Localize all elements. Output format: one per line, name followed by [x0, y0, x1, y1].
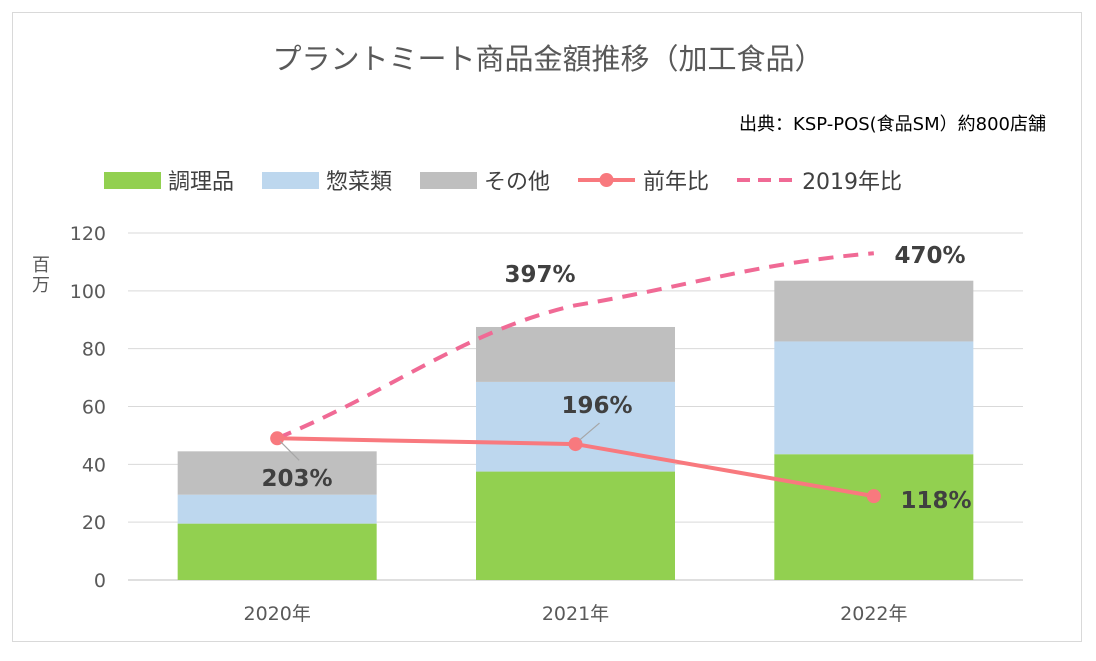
legend-item-yoy: 前年比 [578, 164, 709, 196]
legend-item-cooked: 調理品 [104, 164, 234, 196]
legend-label-other: その他 [484, 170, 551, 195]
bar-segment-other [476, 326, 675, 382]
leader-line [579, 422, 600, 441]
legend-line-yoy [578, 173, 636, 187]
y-tick-label: 120 [70, 223, 106, 245]
y-tick-label: 40 [82, 454, 106, 476]
bar-segment-deli [177, 494, 377, 524]
legend-swatch-deli [262, 171, 320, 189]
y-tick-label: 100 [70, 281, 106, 303]
bar-segment-other [774, 280, 974, 342]
legend-label-cooked: 調理品 [168, 170, 235, 195]
bar-segment-cooked [177, 523, 377, 580]
x-tick-label: 2020年 [243, 603, 310, 625]
bar-segment-cooked [774, 454, 974, 580]
point-yoy [568, 437, 583, 452]
legend: 調理品 惣菜類 その他 前年比 2019年比 [104, 165, 930, 195]
x-tick-label: 2022年 [840, 603, 907, 625]
y-tick-label: 20 [82, 512, 106, 534]
legend-label-yoy: 前年比 [643, 170, 710, 195]
data-label-2019: 397% [504, 262, 575, 288]
legend-label-deli: 惣菜類 [326, 170, 393, 195]
point-yoy [866, 489, 881, 504]
leader-line [279, 440, 300, 461]
legend-swatch-cooked [104, 171, 161, 189]
x-tick-label: 2021年 [542, 603, 609, 625]
chart-title: プラントミート商品金額推移（加工食品） [272, 42, 824, 76]
legend-line-vs2019 [737, 178, 795, 182]
bar-segment-other [177, 451, 377, 495]
bar-segment-cooked [476, 471, 675, 580]
bar-segment-deli [774, 341, 974, 455]
y-tick-label: 60 [82, 397, 106, 419]
legend-item-other: その他 [420, 164, 550, 196]
data-label-2019: 470% [894, 243, 965, 269]
legend-item-deli: 惣菜類 [262, 164, 392, 196]
legend-item-vs2019: 2019年比 [737, 164, 902, 196]
line-2019-ratio [276, 251, 874, 441]
legend-label-vs2019: 2019年比 [802, 170, 903, 195]
data-label-yoy: 118% [900, 488, 971, 514]
y-tick-label: 80 [82, 339, 106, 361]
chart-source: 出典：KSP-POS(食品SM）約800店舗 [739, 114, 1046, 135]
y-axis-unit-label: 百万 [29, 255, 50, 295]
data-label-yoy: 196% [561, 393, 632, 419]
legend-swatch-other [420, 171, 478, 189]
y-tick-label: 0 [94, 570, 106, 592]
data-label-yoy: 203% [261, 466, 332, 492]
